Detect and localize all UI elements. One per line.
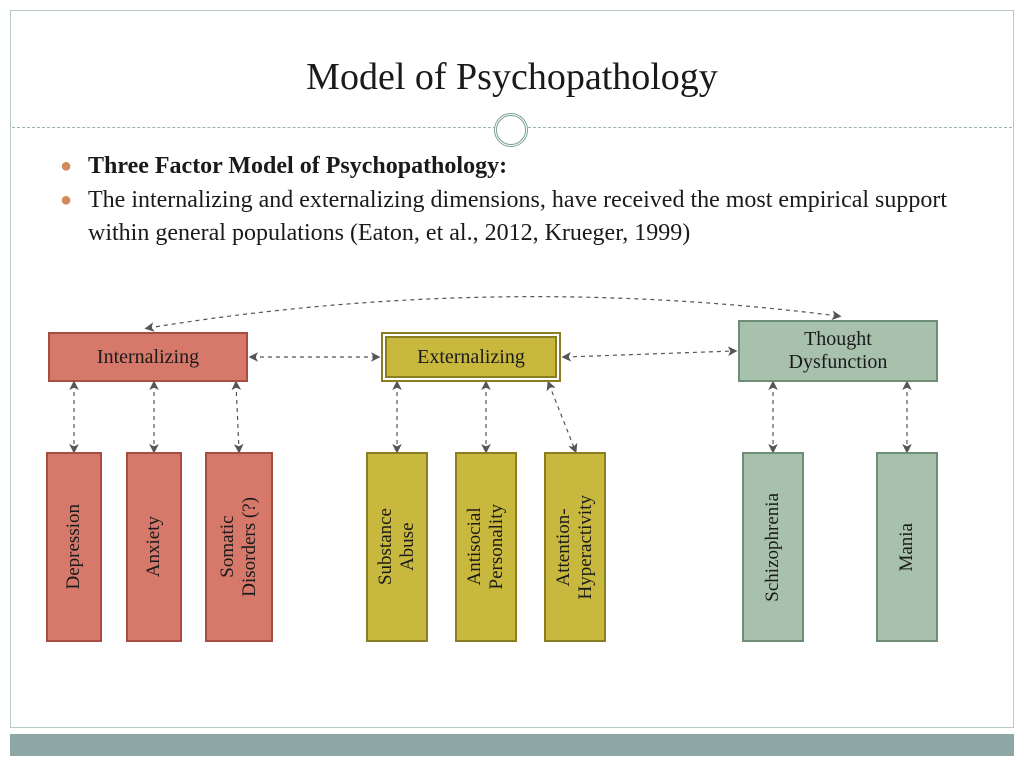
bullet-text: The internalizing and externalizing dime… [88, 184, 984, 249]
child-schizophrenia: Schizophrenia [742, 452, 804, 642]
slide-title: Model of Psychopathology [0, 55, 1024, 99]
child-label: Attention- Hyperactivity [553, 495, 597, 599]
footer-bar [10, 734, 1014, 756]
factor-thought: Thought Dysfunction [738, 320, 938, 382]
child-attention: Attention- Hyperactivity [544, 452, 606, 642]
diagram-area: Internalizing Depression Anxiety Somatic Di… [0, 290, 1024, 720]
factor-internalizing: Internalizing [48, 332, 248, 382]
child-label: Somatic Disorders (?) [217, 497, 261, 597]
child-anxiety: Anxiety [126, 452, 182, 642]
child-antisocial: Antisocial Personality [455, 452, 517, 642]
child-label: Anxiety [143, 516, 165, 577]
child-label: Substance Abuse [375, 508, 419, 585]
bullet-item: ●The internalizing and externalizing dim… [60, 184, 984, 249]
bullet-list: ●Three Factor Model of Psychopathology:●… [60, 150, 984, 251]
bullet-text: Three Factor Model of Psychopathology: [88, 150, 984, 182]
child-label: Depression [63, 504, 85, 589]
child-somatic: Somatic Disorders (?) [205, 452, 273, 642]
child-label: Schizophrenia [762, 493, 784, 602]
child-label: Antisocial Personality [464, 504, 508, 590]
child-label: Mania [896, 523, 918, 572]
circle-ornament [494, 113, 528, 147]
child-substance: Substance Abuse [366, 452, 428, 642]
factor-externalizing: Externalizing [381, 332, 561, 382]
bullet-item: ●Three Factor Model of Psychopathology: [60, 150, 984, 182]
child-mania: Mania [876, 452, 938, 642]
bullet-marker-icon: ● [60, 184, 88, 216]
child-depression: Depression [46, 452, 102, 642]
bullet-marker-icon: ● [60, 150, 88, 182]
